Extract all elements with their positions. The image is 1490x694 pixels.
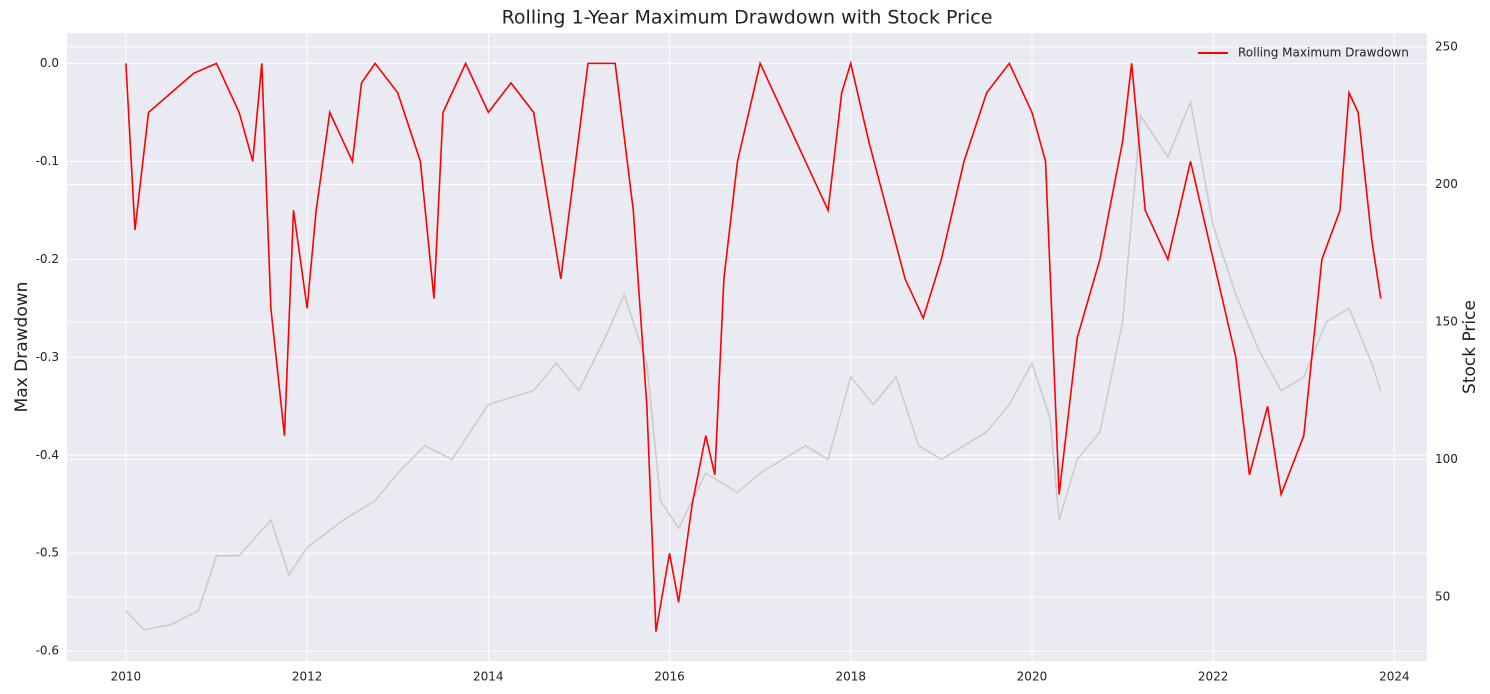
y2-tick-label: 100	[1435, 452, 1458, 466]
y-tick-label: -0.5	[36, 546, 59, 560]
x-tick-label: 2022	[1198, 670, 1229, 684]
y2-tick-label: 150	[1435, 314, 1458, 328]
y-tick-label: -0.1	[36, 154, 59, 168]
y2-tick-label: 50	[1435, 589, 1450, 603]
x-tick-label: 2012	[292, 670, 323, 684]
x-tick-label: 2010	[111, 670, 142, 684]
y2-tick-label: 200	[1435, 177, 1458, 191]
y2-tick-label: 250	[1435, 40, 1458, 54]
y-tick-label: -0.3	[36, 350, 59, 364]
x-tick-label: 2014	[473, 670, 504, 684]
chart-title: Rolling 1-Year Maximum Drawdown with Sto…	[502, 7, 993, 29]
x-tick-label: 2018	[835, 670, 866, 684]
x-tick-label: 2024	[1379, 670, 1410, 684]
y-tick-label: -0.4	[36, 448, 59, 462]
plot-area	[67, 33, 1427, 661]
legend-label: Rolling Maximum Drawdown	[1238, 46, 1409, 60]
y-tick-label: -0.6	[36, 644, 59, 658]
series-line	[125, 99, 1382, 631]
y-axis-label: Max Drawdown	[12, 282, 32, 413]
y-tick-label: 0.0	[40, 56, 59, 70]
series-line	[125, 60, 1382, 632]
x-tick-label: 2016	[654, 670, 685, 684]
x-tick-label: 2020	[1017, 670, 1048, 684]
y2-axis-label: Stock Price	[1460, 300, 1480, 394]
y-tick-label: -0.2	[36, 252, 59, 266]
